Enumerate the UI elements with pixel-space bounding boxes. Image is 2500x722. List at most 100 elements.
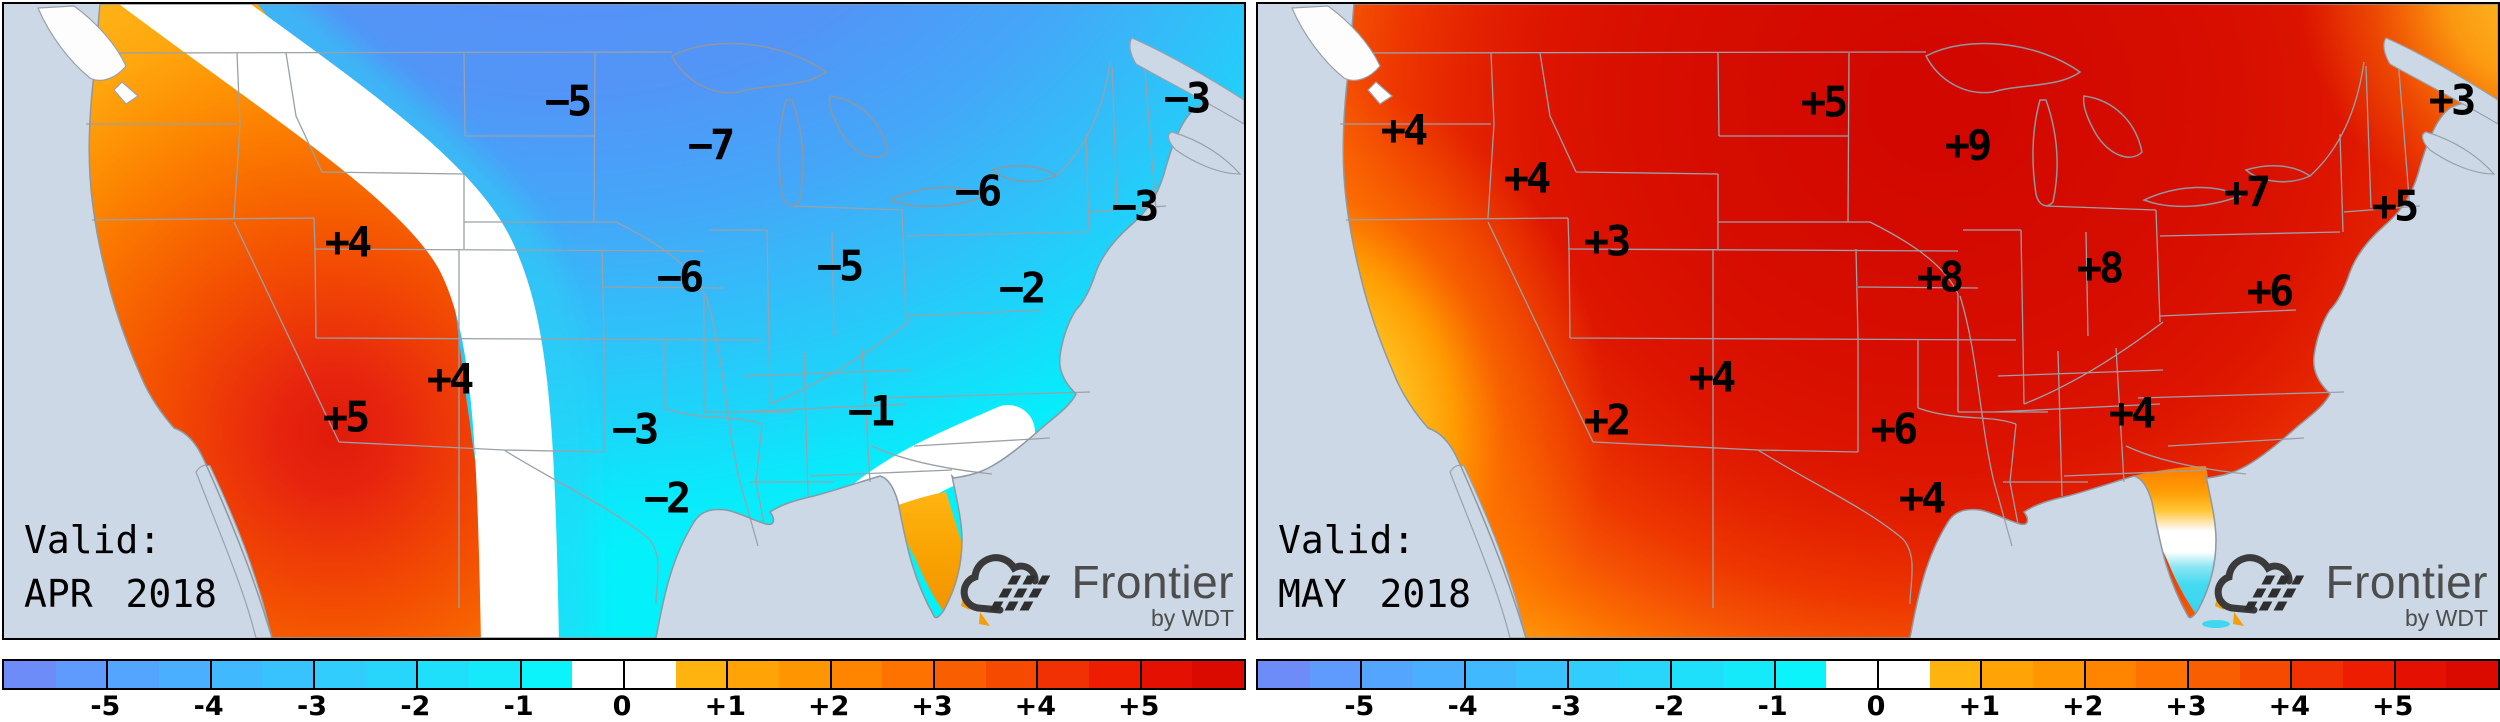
anomaly-value-label: −2 [643, 473, 692, 523]
colorbar-tick [519, 661, 522, 688]
anomaly-value-label: −5 [544, 76, 593, 126]
frontier-cloud-icon [2214, 554, 2304, 626]
colorbar-tick [1463, 661, 1466, 688]
colorbar [1256, 659, 2500, 690]
colorbar-gradient [4, 661, 1245, 688]
colorbar-labels: -5 -4 -3 -2 -1 0 +1 +2 +3 +4 +5 [2, 691, 1242, 722]
colorbar-tick [1567, 661, 1569, 688]
colorbar-tick [106, 661, 109, 688]
colorbar-segment [2291, 661, 2344, 688]
logo-name: Frontier [2325, 556, 2488, 608]
colorbar-tick-label: -2 [400, 691, 431, 722]
colorbar-segment [417, 661, 470, 688]
colorbar-segment [572, 661, 625, 688]
colorbar-tick [829, 661, 832, 688]
colorbar-tick-label: -4 [1447, 691, 1478, 722]
colorbar-segment [830, 661, 883, 688]
colorbar-tick [1877, 661, 1879, 688]
valid-date: APR 2018 [24, 572, 218, 617]
anomaly-value-label: +6 [2246, 266, 2295, 316]
anomaly-value-label: −1 [847, 386, 896, 436]
colorbar-tick-label: +3 [911, 691, 953, 722]
colorbar-segment [107, 661, 160, 688]
colorbar-tick-label: +2 [2061, 691, 2104, 722]
anomaly-value-label: +9 [1944, 120, 1993, 170]
colorbar-segment [520, 661, 573, 688]
colorbar-segment [1671, 661, 1724, 688]
anomaly-value-label: +5 [322, 392, 371, 442]
colorbar-segment [1037, 661, 1090, 688]
anomaly-value-label: −3 [611, 404, 660, 454]
colorbar-tick-label: -2 [1654, 691, 1685, 722]
colorbar-segment [210, 661, 263, 688]
colorbar-segment [2239, 661, 2292, 688]
colorbar-tick [2290, 661, 2293, 688]
valid-caption: Valid: APR 2018 [24, 514, 217, 622]
valid-label: Valid: [24, 518, 162, 563]
colorbar-segment [1878, 661, 1930, 688]
colorbar-segment [2136, 661, 2189, 688]
anomaly-value-label: −3 [1111, 181, 1160, 231]
frontier-logo: Frontier by WDT [2204, 542, 2488, 630]
colorbar-tick [933, 661, 935, 688]
colorbar-tick [2083, 661, 2086, 688]
colorbar-segment [985, 661, 1038, 688]
colorbar-segment [262, 661, 315, 688]
colorbar-tick [313, 661, 315, 688]
colorbar-segment [2084, 661, 2137, 688]
colorbar-tick [726, 661, 729, 688]
anomaly-value-label: +2 [1583, 395, 1632, 445]
colorbar-labels: -5 -4 -3 -2 -1 0 +1 +2 +3 +4 +5 [1256, 691, 2496, 722]
colorbar-tick-label: +1 [704, 691, 747, 722]
anomaly-value-label: +5 [2371, 181, 2420, 231]
colorbar-tick-label: 0 [1866, 691, 1886, 722]
anomaly-value-label: +8 [2076, 243, 2125, 293]
colorbar-tick-label: +5 [2371, 691, 2414, 722]
colorbar-tick [623, 661, 625, 688]
anomaly-value-label: +4 [1688, 352, 1737, 402]
colorbar-segment [1516, 661, 1569, 688]
anomaly-labels: −5 −7 −6 −3 −3 +4 −6 −5 −2 +4 +5 −3 −1 −2 [4, 4, 1244, 638]
colorbar-tick [1773, 661, 1776, 688]
colorbar-segment [779, 661, 831, 688]
colorbar-segment [727, 661, 780, 688]
anomaly-value-label: −5 [816, 241, 865, 291]
anomaly-value-label: +4 [426, 354, 475, 404]
colorbar-segment [469, 661, 521, 688]
colorbar-tick-label: 0 [612, 691, 632, 722]
colorbar-tick-label: +4 [2268, 691, 2311, 722]
colorbar-segment [1826, 661, 1879, 688]
anomaly-value-label: +4 [1380, 105, 1429, 155]
colorbar-tick-label: -1 [503, 691, 534, 722]
colorbar-tick-label: +2 [807, 691, 850, 722]
colorbar-segment [1774, 661, 1827, 688]
colorbar-tick [1980, 661, 1983, 688]
colorbar-segment [1981, 661, 2034, 688]
logo-subtitle: by WDT [2404, 605, 2488, 631]
colorbar-segment [2446, 661, 2499, 688]
colorbar-segment [2343, 661, 2395, 688]
colorbar-segment [1089, 661, 1141, 688]
colorbar-tick [2393, 661, 2396, 688]
colorbar-tick [1670, 661, 1673, 688]
anomaly-value-label: +4 [2108, 388, 2157, 438]
colorbar-segment [365, 661, 418, 688]
colorbar-segment [2394, 661, 2447, 688]
anomaly-value-label: +3 [2428, 75, 2477, 125]
colorbar-segment [1192, 661, 1245, 688]
colorbar-gradient [1258, 661, 2499, 688]
colorbar-segment [4, 661, 56, 688]
colorbar-segment [314, 661, 366, 688]
colorbar-segment [1619, 661, 1672, 688]
colorbar-segment [624, 661, 676, 688]
anomaly-value-label: +7 [2223, 167, 2272, 217]
map-panel-apr: −5 −7 −6 −3 −3 +4 −6 −5 −2 +4 +5 −3 −1 −2 Valid: APR … [2, 2, 1246, 640]
colorbar-tick [1139, 661, 1142, 688]
colorbar-tick-label: +4 [1014, 691, 1057, 722]
anomaly-map-apr [4, 4, 1244, 638]
colorbar-segment [1309, 661, 1362, 688]
anomaly-value-label: −6 [954, 166, 1003, 216]
colorbar-tick-label: +5 [1117, 691, 1160, 722]
anomaly-value-label: +3 [1583, 216, 1632, 266]
colorbar-tick-label: -1 [1757, 691, 1788, 722]
